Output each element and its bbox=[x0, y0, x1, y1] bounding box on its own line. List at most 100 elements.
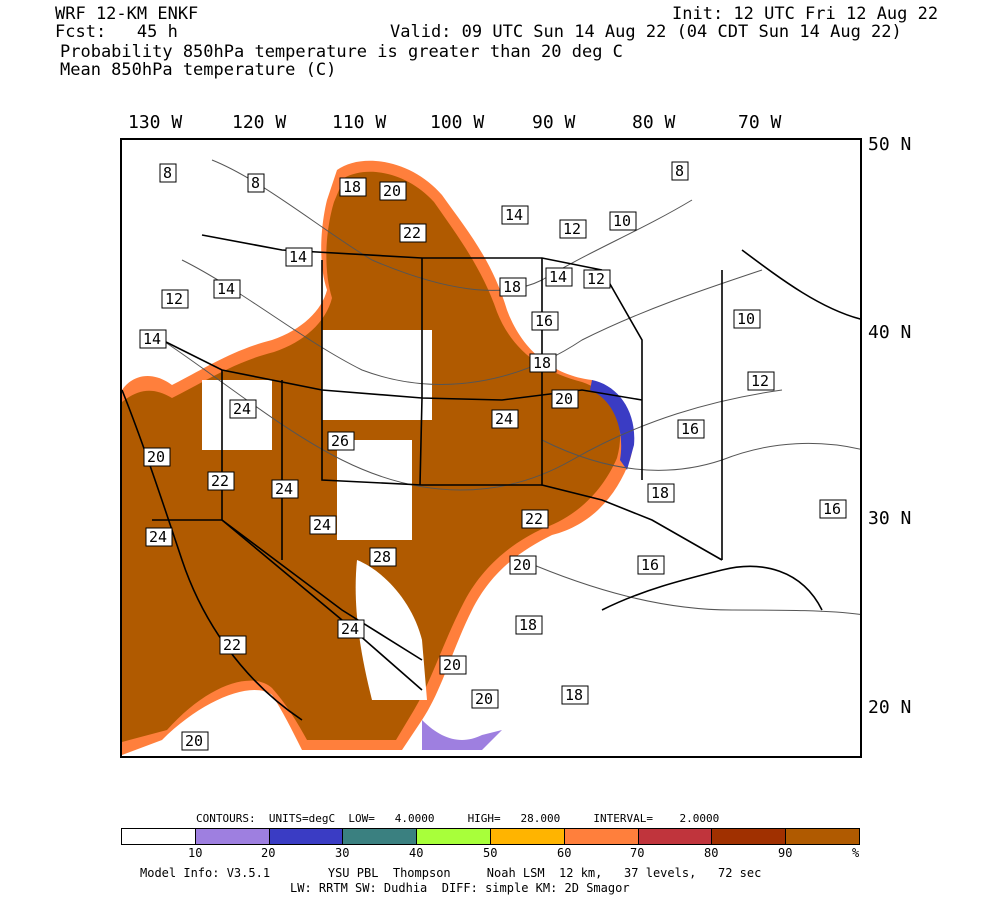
contour-label: 28 bbox=[369, 547, 397, 567]
contour-label: 18 bbox=[339, 177, 367, 197]
contours-word: CONTOURS: bbox=[196, 812, 256, 825]
colorbar bbox=[121, 828, 860, 845]
svg-text:24: 24 bbox=[341, 620, 359, 638]
svg-text:14: 14 bbox=[217, 280, 235, 298]
contour-label: 8 bbox=[671, 161, 689, 181]
svg-text:22: 22 bbox=[403, 224, 421, 242]
lat-label: 30 N bbox=[868, 508, 912, 529]
lon-label: 110 W bbox=[332, 112, 387, 133]
svg-text:20: 20 bbox=[475, 690, 493, 708]
contour-label: 16 bbox=[637, 555, 665, 575]
contour-label: 18 bbox=[499, 277, 527, 297]
contours-interval: INTERVAL= 2.0000 bbox=[593, 812, 720, 825]
svg-text:20: 20 bbox=[555, 390, 573, 408]
colorbar-segment bbox=[490, 829, 565, 844]
lat-label: 40 N bbox=[868, 322, 912, 343]
colorbar-segment bbox=[122, 829, 196, 844]
physics-info: LW: RRTM SW: Dudhia DIFF: simple KM: 2D … bbox=[290, 881, 630, 895]
contour-label: 12 bbox=[583, 269, 611, 289]
lon-label: 100 W bbox=[430, 112, 485, 133]
contour-label: 20 bbox=[143, 447, 171, 467]
contour-label: 20 bbox=[181, 731, 209, 751]
svg-text:8: 8 bbox=[675, 162, 684, 180]
svg-text:24: 24 bbox=[233, 400, 251, 418]
colorbar-tick: 10 bbox=[188, 846, 203, 860]
field-subtitle: Mean 850hPa temperature (C) bbox=[60, 60, 337, 80]
colorbar-tick: 30 bbox=[335, 846, 350, 860]
colorbar-segment bbox=[343, 829, 418, 844]
contour-label: 24 bbox=[337, 619, 365, 639]
forecast-hour: Fcst: 45 h bbox=[55, 22, 178, 42]
init-time: Init: 12 UTC Fri 12 Aug 22 bbox=[672, 4, 939, 24]
prob-10-gulf bbox=[422, 720, 502, 750]
contour-label: 20 bbox=[379, 181, 407, 201]
colorbar-tick: 70 bbox=[630, 846, 645, 860]
contour-label: 22 bbox=[521, 509, 549, 529]
svg-text:12: 12 bbox=[165, 290, 183, 308]
contour-label: 16 bbox=[677, 419, 705, 439]
lon-label: 70 W bbox=[738, 112, 782, 133]
svg-text:16: 16 bbox=[535, 312, 553, 330]
svg-text:10: 10 bbox=[613, 212, 631, 230]
svg-text:20: 20 bbox=[147, 448, 165, 466]
contour-label: 18 bbox=[529, 353, 557, 373]
contour-label: 14 bbox=[545, 267, 573, 287]
svg-text:18: 18 bbox=[533, 354, 551, 372]
svg-text:12: 12 bbox=[587, 270, 605, 288]
svg-text:22: 22 bbox=[525, 510, 543, 528]
contour-label: 24 bbox=[229, 399, 257, 419]
lat-label: 20 N bbox=[868, 697, 912, 718]
svg-text:24: 24 bbox=[495, 410, 513, 428]
svg-text:18: 18 bbox=[503, 278, 521, 296]
contour-label: 20 bbox=[439, 655, 467, 675]
contour-label: 22 bbox=[207, 471, 235, 491]
svg-text:22: 22 bbox=[211, 472, 229, 490]
colorbar-tick: 80 bbox=[704, 846, 719, 860]
contours-units: UNITS=degC bbox=[268, 812, 336, 825]
svg-text:18: 18 bbox=[565, 686, 583, 704]
colorbar-tick: % bbox=[852, 846, 860, 860]
svg-text:18: 18 bbox=[343, 178, 361, 196]
colorbar-tick: 50 bbox=[483, 846, 498, 860]
lon-label: 90 W bbox=[532, 112, 576, 133]
colorbar-tick: 40 bbox=[409, 846, 424, 860]
svg-text:20: 20 bbox=[443, 656, 461, 674]
contour-label: 16 bbox=[819, 499, 847, 519]
svg-text:16: 16 bbox=[641, 556, 659, 574]
svg-text:26: 26 bbox=[331, 432, 349, 450]
contour-label: 14 bbox=[501, 205, 529, 225]
colorbar-segment bbox=[564, 829, 639, 844]
svg-text:28: 28 bbox=[373, 548, 391, 566]
contour-label: 18 bbox=[647, 483, 675, 503]
lat-label: 50 N bbox=[868, 134, 912, 155]
svg-text:16: 16 bbox=[681, 420, 699, 438]
lon-label: 130 W bbox=[128, 112, 183, 133]
contour-label: 24 bbox=[491, 409, 519, 429]
colorbar-segment bbox=[638, 829, 713, 844]
contours-high: HIGH= 28.000 bbox=[467, 812, 561, 825]
field-title: Probability 850hPa temperature is greate… bbox=[60, 42, 623, 62]
lon-label: 80 W bbox=[632, 112, 676, 133]
svg-text:20: 20 bbox=[513, 556, 531, 574]
contour-label: 12 bbox=[747, 371, 775, 391]
contour-label: 20 bbox=[509, 555, 537, 575]
colorbar-segment bbox=[417, 829, 491, 844]
svg-text:12: 12 bbox=[563, 220, 581, 238]
contour-label: 10 bbox=[609, 211, 637, 231]
lon-label: 120 W bbox=[232, 112, 287, 133]
model-title: WRF 12-KM ENKF bbox=[55, 4, 199, 24]
contour-label: 24 bbox=[271, 479, 299, 499]
svg-text:14: 14 bbox=[143, 330, 161, 348]
svg-text:24: 24 bbox=[313, 516, 331, 534]
svg-text:10: 10 bbox=[737, 310, 755, 328]
valid-time: Valid: 09 UTC Sun 14 Aug 22 (04 CDT Sun … bbox=[390, 22, 902, 42]
svg-text:24: 24 bbox=[149, 528, 167, 546]
contour-label: 22 bbox=[219, 635, 247, 655]
svg-text:14: 14 bbox=[549, 268, 567, 286]
svg-text:20: 20 bbox=[185, 732, 203, 750]
contour-label: 14 bbox=[213, 279, 241, 299]
model-info: Model Info: V3.5.1 YSU PBL Thompson Noah… bbox=[140, 866, 762, 880]
probability-shading bbox=[122, 160, 635, 755]
